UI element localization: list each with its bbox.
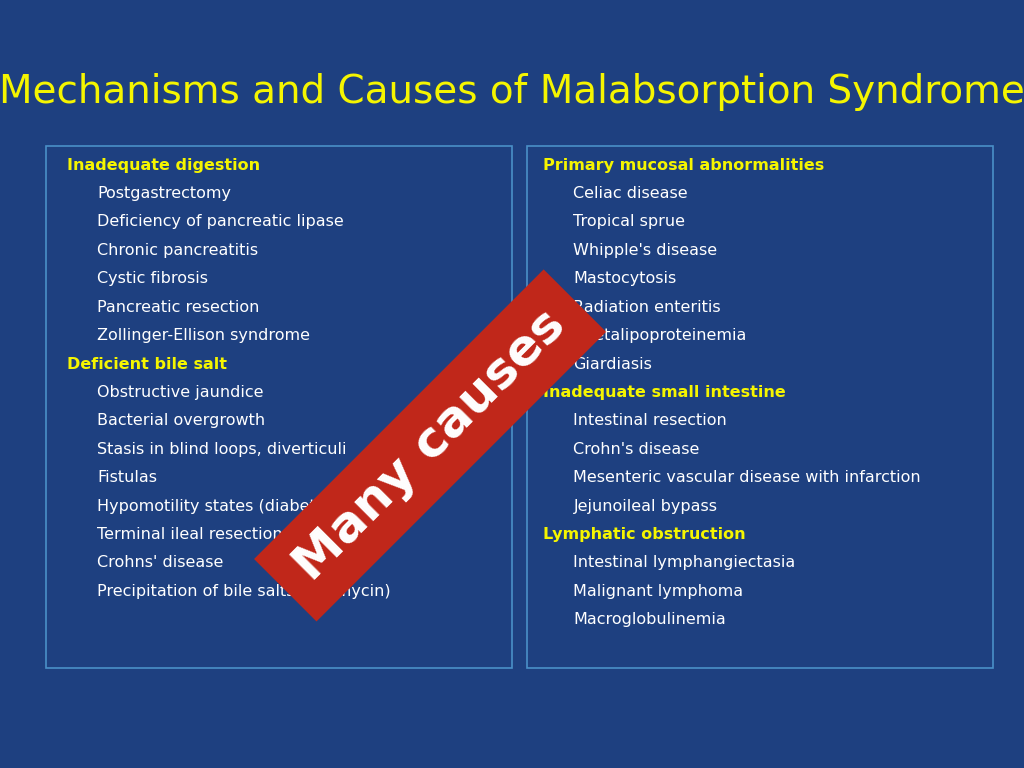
Text: Deficiency of pancreatic lipase: Deficiency of pancreatic lipase [97,214,344,230]
Text: Stasis in blind loops, diverticuli: Stasis in blind loops, diverticuli [97,442,347,457]
Text: Lymphatic obstruction: Lymphatic obstruction [543,527,745,542]
Text: Malignant lymphoma: Malignant lymphoma [573,584,743,599]
Text: Primary mucosal abnormalities: Primary mucosal abnormalities [543,157,824,173]
Text: Cystic fibrosis: Cystic fibrosis [97,271,208,286]
Text: Postgastrectomy: Postgastrectomy [97,186,231,201]
Text: Deficient bile salt: Deficient bile salt [67,356,226,372]
Text: Mastocytosis: Mastocytosis [573,271,677,286]
Text: Obstructive jaundice: Obstructive jaundice [97,385,264,400]
Text: Tropical sprue: Tropical sprue [573,214,685,230]
Text: Celiac disease: Celiac disease [573,186,688,201]
Text: Radiation enteritis: Radiation enteritis [573,300,721,315]
Text: Abetalipoproteinemia: Abetalipoproteinemia [573,328,746,343]
Polygon shape [254,270,606,621]
Text: Crohn's disease: Crohn's disease [573,442,699,457]
Text: Intestinal lymphangiectasia: Intestinal lymphangiectasia [573,555,796,571]
Text: Mesenteric vascular disease with infarction: Mesenteric vascular disease with infarct… [573,470,921,485]
Text: Pancreatic resection: Pancreatic resection [97,300,260,315]
Text: Intestinal resection: Intestinal resection [573,413,727,429]
Text: Many causes: Many causes [286,300,574,591]
Text: Chronic pancreatitis: Chronic pancreatitis [97,243,258,258]
FancyBboxPatch shape [46,146,512,668]
Text: Mechanisms and Causes of Malabsorption Syndrome: Mechanisms and Causes of Malabsorption S… [0,73,1024,111]
Text: Terminal ileal resection: Terminal ileal resection [97,527,283,542]
FancyBboxPatch shape [527,146,993,668]
Text: Fistulas: Fistulas [97,470,158,485]
Text: Hypomotility states (diabetes): Hypomotility states (diabetes) [97,498,340,514]
Text: Jejunoileal bypass: Jejunoileal bypass [573,498,718,514]
Text: Zollinger-Ellison syndrome: Zollinger-Ellison syndrome [97,328,310,343]
Text: Bacterial overgrowth: Bacterial overgrowth [97,413,265,429]
Text: Precipitation of bile salts (neomycin): Precipitation of bile salts (neomycin) [97,584,391,599]
Text: Crohns' disease: Crohns' disease [97,555,223,571]
Text: Inadequate digestion: Inadequate digestion [67,157,260,173]
Text: Whipple's disease: Whipple's disease [573,243,718,258]
Text: Macroglobulinemia: Macroglobulinemia [573,612,726,627]
Text: Giardiasis: Giardiasis [573,356,652,372]
Text: Inadequate small intestine: Inadequate small intestine [543,385,785,400]
